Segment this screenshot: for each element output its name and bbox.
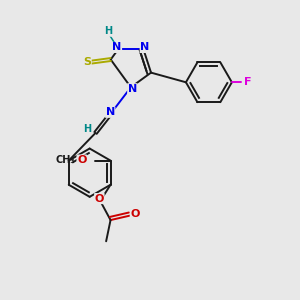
Text: N: N [106,107,115,117]
Text: H: H [104,26,112,36]
Text: N: N [140,43,149,52]
Text: N: N [112,43,122,52]
Text: CH₃: CH₃ [56,155,76,165]
Text: O: O [95,194,104,204]
Text: F: F [244,77,251,87]
Text: O: O [77,155,86,165]
Text: S: S [83,58,91,68]
Text: O: O [130,209,140,219]
Text: N: N [128,84,137,94]
Text: H: H [83,124,91,134]
